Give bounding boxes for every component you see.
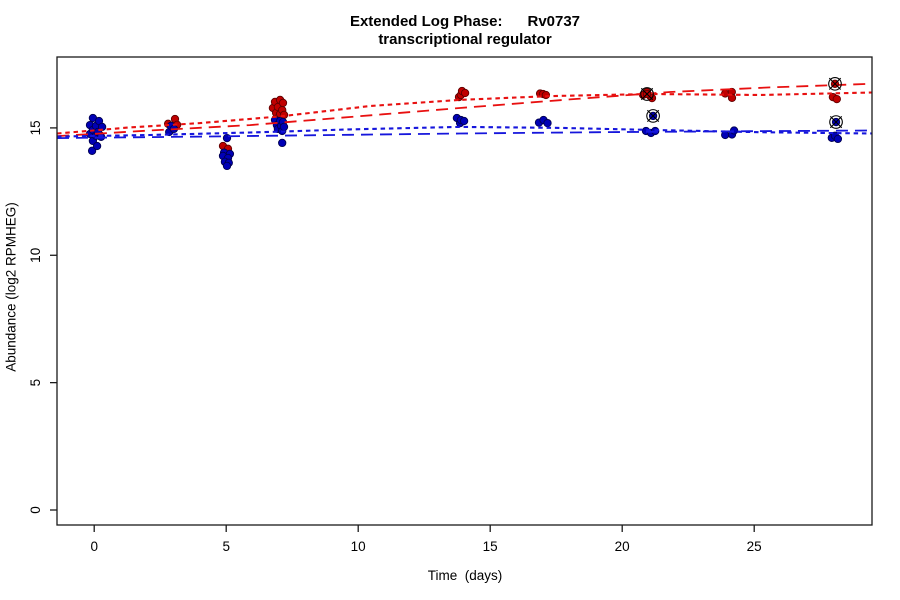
- data-point-blue: [278, 138, 287, 148]
- x-tick-label: 0: [90, 539, 98, 554]
- plot-box: [56, 56, 873, 526]
- circle-x-marker-ring: [828, 76, 842, 91]
- plot-title-line2: transcriptional regulator: [378, 31, 552, 48]
- data-point-blue: [833, 134, 843, 144]
- y-tick-label: 15: [28, 120, 43, 135]
- plot-title-line1: Extended Log Phase: Rv0737: [349, 13, 581, 30]
- x-tick-label: 10: [351, 539, 366, 554]
- circle-x-marker-ring: [646, 109, 660, 123]
- y-tick-label: 10: [28, 248, 43, 263]
- data-point-blue: [222, 161, 232, 171]
- x-axis-label: Time (days): [427, 568, 503, 583]
- circle-x-marker-diag: [640, 87, 654, 101]
- data-point-red: [278, 98, 288, 108]
- x-tick-label: 15: [483, 539, 498, 554]
- y-tick-label: 5: [28, 379, 43, 387]
- trend-line-red-short-dash-fit: [56, 91, 872, 135]
- circle-x-marker-diag: [829, 115, 843, 129]
- x-tick-label: 5: [222, 539, 230, 554]
- circle-x-marker-diag: [828, 77, 842, 90]
- data-point-blue: [543, 118, 552, 128]
- circle-x-marker-diag: [646, 109, 660, 123]
- trend-line-blue-long-dash-fit: [56, 129, 872, 139]
- data-point-blue: [279, 122, 289, 132]
- data-point-blue: [87, 146, 97, 155]
- circle-x-marker-ring: [640, 87, 654, 101]
- x-tick-label: 25: [747, 539, 762, 554]
- data-point-red: [721, 89, 730, 98]
- data-point-red: [832, 94, 841, 104]
- data-point-blue: [92, 141, 102, 151]
- trend-line-red-long-dash-fit: [56, 82, 872, 137]
- data-point-blue: [459, 116, 469, 126]
- data-point-red: [460, 88, 470, 98]
- y-tick-label: 0: [28, 506, 43, 514]
- data-point-red: [541, 90, 551, 100]
- x-tick-label: 20: [615, 539, 630, 554]
- circle-x-marker-ring: [829, 115, 843, 129]
